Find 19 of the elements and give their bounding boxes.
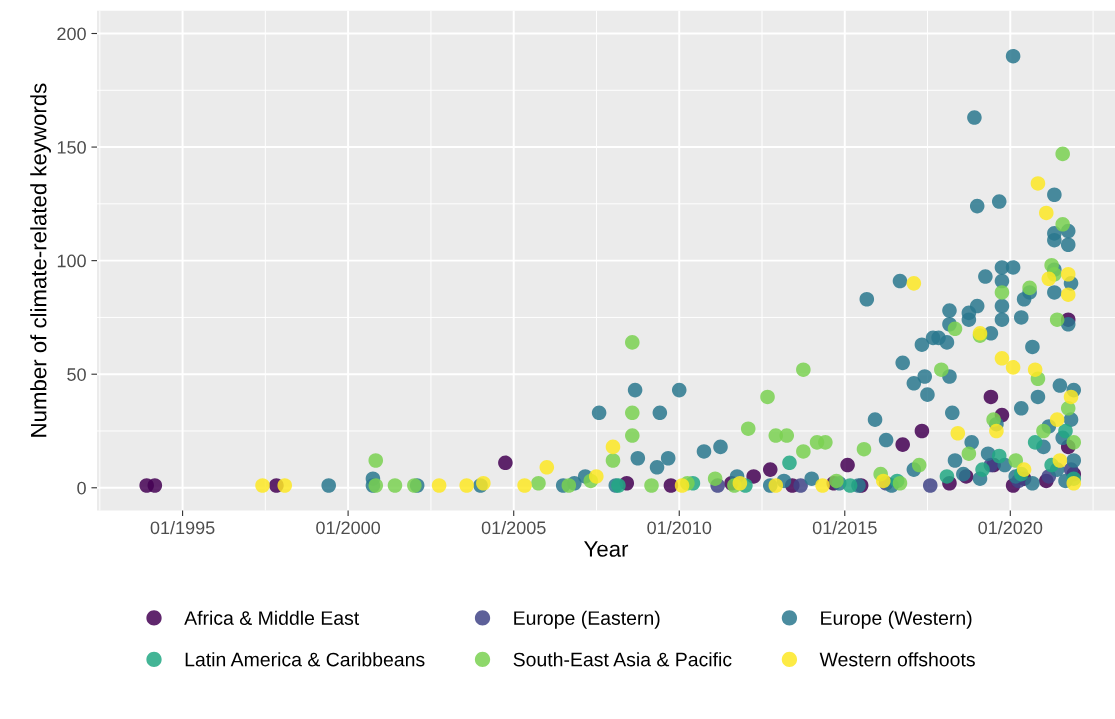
x-tick-label: 01/2020 — [978, 520, 1043, 535]
legend-label: Europe (Western) — [821, 610, 972, 629]
y-tick-label: 50 — [67, 368, 86, 381]
x-tick-label: 01/1995 — [150, 520, 215, 535]
y-tick-label: 100 — [57, 254, 86, 268]
y-axis-title: Number of climate-related keywords — [30, 83, 51, 437]
x-axis-title: Year — [584, 541, 629, 557]
y-tick-label: 150 — [57, 141, 86, 154]
legend-label: Europe (Eastern) — [514, 610, 660, 629]
y-tick-label: 0 — [77, 481, 86, 495]
x-tick-label: 01/2000 — [316, 520, 381, 535]
x-tick-label: 01/2005 — [481, 520, 546, 535]
legend-label: South-East Asia & Pacific — [513, 652, 732, 667]
legend-label: Africa & Middle East — [184, 610, 360, 625]
y-tick-label: 200 — [57, 27, 86, 41]
x-tick-label: 01/2010 — [647, 520, 712, 535]
legend-label: Western offshoots — [819, 652, 975, 667]
x-tick-label: 01/2015 — [812, 520, 877, 535]
legend-label: Latin America & Caribbeans — [185, 652, 425, 667]
